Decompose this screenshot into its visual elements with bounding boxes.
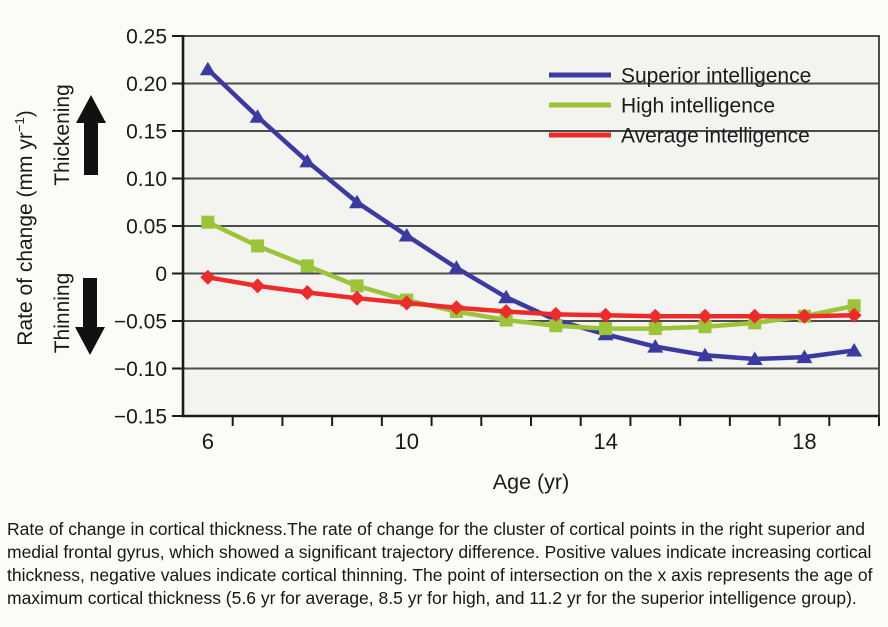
chart-layers: 0.25 0.20 0.15 0.10 0.05 0 −0.05 −0.10 −0.15 6 10 1… [114,26,880,494]
y-tick-label: 0.15 [126,121,167,144]
data-marker-high-intelligence [549,319,563,333]
data-marker-superior-intelligence [746,351,763,365]
series-line-average-intelligence [205,275,857,319]
x-axis-title: Age (yr) [493,470,569,494]
data-marker-superior-intelligence [697,347,713,362]
y-tick-label: −0.10 [114,358,167,381]
data-marker-average-intelligence [548,306,564,322]
data-marker-superior-intelligence [647,339,664,353]
data-marker-high-intelligence [599,322,613,336]
data-marker-high-intelligence [201,215,215,229]
legend-label-high-intelligence: High intelligence [621,95,775,118]
data-marker-high-intelligence [300,259,314,273]
data-marker-average-intelligence [399,295,415,311]
data-marker-average-intelligence [498,304,514,319]
y-axis-title-superscript: −1 [12,117,27,133]
data-marker-average-intelligence [846,307,862,323]
data-marker-superior-intelligence [299,153,316,168]
caption-line: maximum cortical thickness (5.6 yr for a… [7,588,857,608]
data-marker-average-intelligence [250,278,266,294]
thinning-label: Thinning [51,272,74,354]
data-marker-superior-intelligence [398,228,415,242]
x-tick-label: 10 [394,429,418,454]
data-marker-high-intelligence [350,279,364,293]
figure-panel: 0.25 0.20 0.15 0.10 0.05 0 −0.05 −0.10 −0.15 6 10 1… [9,26,880,494]
data-marker-high-intelligence [648,322,662,336]
caption-line: Rate of change in cortical thickness.The… [7,519,865,539]
x-tick-label: 14 [593,429,617,454]
y-tick-label: 0 [155,263,167,286]
data-marker-average-intelligence [697,308,713,324]
series-line-superior-intelligence [205,67,857,362]
y-tick-label: −0.05 [114,311,167,334]
thickening-arrow-icon [76,95,106,175]
data-marker-average-intelligence [747,308,763,324]
data-marker-average-intelligence [448,300,464,316]
data-marker-average-intelligence [299,285,315,300]
data-marker-superior-intelligence [249,109,266,123]
data-marker-superior-intelligence [349,194,365,209]
data-marker-average-intelligence [200,269,216,285]
y-tick-label: 0.10 [126,168,167,191]
data-marker-average-intelligence [647,308,663,324]
y-tick-label: 0.25 [126,26,167,49]
y-tick-label: 0.05 [126,216,167,239]
data-marker-high-intelligence [499,313,513,327]
data-marker-superior-intelligence [796,349,813,364]
figure-caption: Rate of change in cortical thickness.The… [7,518,888,610]
caption-line: thickness, negative values indicate cort… [7,565,873,585]
y-tick-label: 0.20 [126,73,167,96]
data-marker-average-intelligence [796,308,812,324]
thinning-arrow-icon [75,278,105,355]
data-marker-average-intelligence [598,307,614,323]
x-tick-label: 6 [202,429,214,454]
x-tick-label: 18 [792,429,816,454]
series-line-high-intelligence [205,219,857,331]
caption-line: medial frontal gyrus, which showed a sig… [7,542,872,562]
data-marker-superior-intelligence [846,342,863,357]
data-marker-superior-intelligence [498,289,515,304]
data-marker-high-intelligence [251,239,265,253]
cortical-thickness-chart: 0.25 0.20 0.15 0.10 0.05 0 −0.05 −0.10 −0.15 6 10 1… [75,26,880,494]
y-axis-title-main: Rate of change (mm yr [14,132,37,346]
y-axis-title-end: ) [14,110,37,118]
data-marker-superior-intelligence [448,260,465,274]
data-marker-superior-intelligence [199,61,216,76]
data-marker-high-intelligence [698,320,712,334]
data-marker-high-intelligence [847,299,861,313]
legend-label-average-intelligence: Average intelligence [621,125,810,148]
data-marker-average-intelligence [349,290,365,306]
y-axis-title: Rate of change (mm yr−1) [9,78,37,378]
thickening-label: Thickening [51,84,74,186]
legend-label-superior-intelligence: Superior intelligence [621,65,811,88]
y-tick-label: −0.15 [114,406,167,429]
